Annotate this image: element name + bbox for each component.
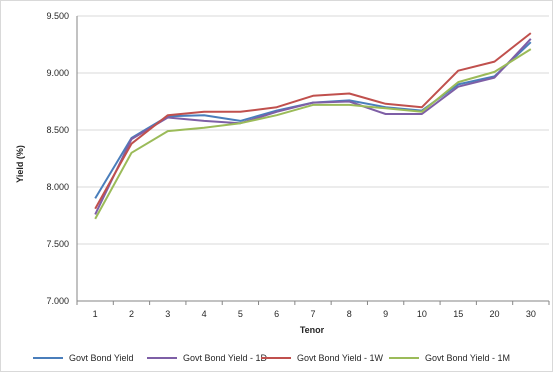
series-lines: [94, 32, 532, 220]
y-tick-label: 9.000: [46, 68, 69, 78]
x-tick-label: 30: [526, 309, 536, 319]
y-tick-label: 7.000: [46, 296, 69, 306]
tick-labels: 7.000 7.500 8.000 8.500 9.000 9.500 1 2 3 4 5 6 7 8 9 1…: [46, 11, 535, 319]
y-tick-label: 7.500: [46, 239, 69, 249]
series-line: [94, 38, 532, 215]
x-tick-label: 4: [202, 309, 207, 319]
y-axis-title: Yield (%): [15, 145, 25, 183]
series-line: [94, 32, 532, 210]
y-tick-label: 8.500: [46, 125, 69, 135]
x-tick-label: 20: [490, 309, 500, 319]
y-tick-label: 8.000: [46, 182, 69, 192]
x-axis-title: Tenor: [300, 325, 325, 335]
legend-label: Govt Bond Yield - 1M: [425, 353, 510, 363]
x-tick-label: 6: [274, 309, 279, 319]
x-tick-label: 7: [310, 309, 315, 319]
x-tick-label: 8: [347, 309, 352, 319]
series-line: [94, 48, 532, 220]
x-tick-label: 3: [165, 309, 170, 319]
axes: [76, 16, 550, 305]
legend: Govt Bond Yield Govt Bond Yield - 1D Govt …: [33, 353, 510, 363]
x-tick-label: 2: [129, 309, 134, 319]
x-tick-label: 15: [453, 309, 463, 319]
x-tick-label: 9: [383, 309, 388, 319]
legend-label: Govt Bond Yield - 1D: [183, 353, 268, 363]
legend-label: Govt Bond Yield: [69, 353, 134, 363]
legend-label: Govt Bond Yield - 1W: [297, 353, 384, 363]
x-tick-label: 10: [417, 309, 427, 319]
gridlines: [77, 15, 549, 302]
y-tick-label: 9.500: [46, 11, 69, 21]
x-tick-label: 5: [238, 309, 243, 319]
x-tick-label: 1: [93, 309, 98, 319]
